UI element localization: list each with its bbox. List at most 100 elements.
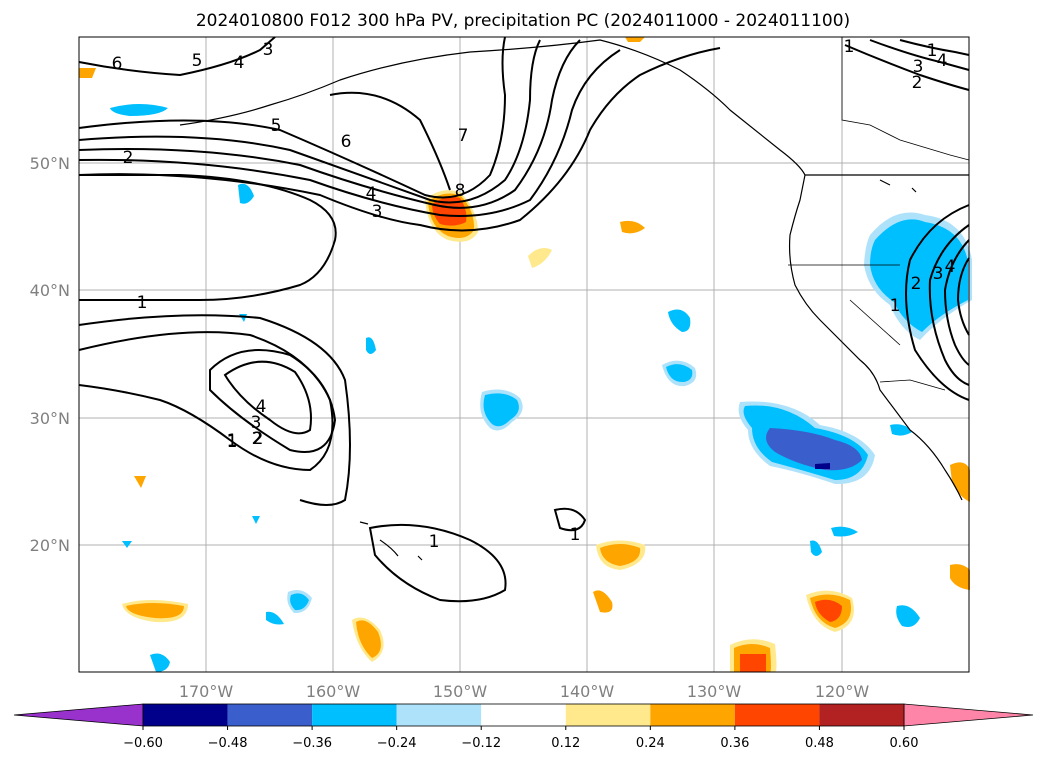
contour-label: 1 xyxy=(844,37,855,57)
contour-2 xyxy=(78,49,621,217)
contour-low-3 xyxy=(209,349,337,453)
colorbar-tick-label: 0.12 xyxy=(551,736,580,751)
inland-lakes xyxy=(879,179,917,193)
map-background xyxy=(79,37,969,672)
contour-label: 1 xyxy=(570,525,581,545)
contour-low-outer-1 xyxy=(78,314,351,506)
colorbar-tick-label: 0.48 xyxy=(805,736,834,751)
colorbar-tick-label: −0.60 xyxy=(123,736,163,751)
contour-1-ridge xyxy=(78,47,721,232)
contour-label: 2 xyxy=(912,73,923,93)
colorbar-frame xyxy=(142,703,905,727)
colorbar: −0.60 −0.48 −0.36 −0.24 −0.12 0.12 0.24 0.36 0.4… xyxy=(13,703,1034,751)
negative-precip-blobs xyxy=(110,104,972,672)
contour-1-small xyxy=(553,507,587,532)
lat-tick-label: 30°N xyxy=(30,409,70,428)
colorbar-segment xyxy=(565,704,651,726)
contour-label: 6 xyxy=(112,54,123,74)
colorbar-extend-low xyxy=(13,703,144,727)
contour-label: 4 xyxy=(366,184,377,204)
colorbar-tick-label: −0.48 xyxy=(208,736,248,751)
contour-low-4 xyxy=(223,360,312,435)
colorbar-tick-label: −0.36 xyxy=(292,736,332,751)
coastlines xyxy=(179,37,970,561)
contour-1-subtropics xyxy=(368,523,507,603)
colorbar-tick-label: 0.24 xyxy=(636,736,665,751)
contour-labels: 6 5 4 3 2 1 5 6 7 8 4 3 2 1 1 4 3 2 1 1 … xyxy=(112,37,956,552)
lon-tick-label: 150°W xyxy=(433,682,488,701)
colorbar-segment xyxy=(312,704,397,726)
lon-tick-label: 120°W xyxy=(815,682,870,701)
contour-label: 3 xyxy=(263,40,274,60)
contour-label: 3 xyxy=(372,202,383,222)
contour-6-trough xyxy=(329,91,451,191)
hawaii-islands xyxy=(359,521,423,561)
contour-low-2 xyxy=(78,331,334,472)
contour-east-1 xyxy=(905,204,970,401)
contour-east-2 xyxy=(928,224,970,386)
latitude-tick-labels: 50°N 40°N 30°N 20°N xyxy=(30,154,70,555)
north-america-coastline xyxy=(179,39,963,501)
contour-label: 4 xyxy=(945,257,956,277)
lat-tick-label: 20°N xyxy=(30,536,70,555)
pv-contours xyxy=(78,36,970,603)
lon-tick-label: 130°W xyxy=(687,682,742,701)
state-border-ca-nv xyxy=(849,299,901,346)
lat-tick-label: 50°N xyxy=(30,154,70,173)
contour-4 xyxy=(78,39,541,204)
contour-5 xyxy=(78,36,507,199)
contour-label: 5 xyxy=(271,116,282,136)
contour-label: 1 xyxy=(227,432,238,452)
contour-label: 3 xyxy=(251,413,262,433)
contour-east-3 xyxy=(943,239,970,366)
colorbar-segment xyxy=(227,704,313,726)
colorbar-segment xyxy=(650,704,735,726)
contour-label: 2 xyxy=(252,429,263,449)
colorbar-tick-label: −0.12 xyxy=(461,736,501,751)
contour-ne-3 xyxy=(899,39,970,56)
contour-label: 1 xyxy=(227,431,238,451)
lon-tick-label: 170°W xyxy=(179,682,234,701)
contour-3 xyxy=(78,39,581,209)
figure-title: 2024010800 F012 300 hPa PV, precipitatio… xyxy=(196,11,850,31)
contour-label: 2 xyxy=(911,274,922,294)
contour-label: 5 xyxy=(192,51,203,71)
contour-label: 2 xyxy=(253,429,264,449)
lon-tick-label: 140°W xyxy=(560,682,615,701)
colorbar-segment xyxy=(396,704,482,726)
contour-east-4 xyxy=(956,257,970,336)
contour-label: 1 xyxy=(429,532,440,552)
longitude-tick-labels: 170°W 160°W 150°W 140°W 130°W 120°W xyxy=(179,682,870,701)
contour-label: 1 xyxy=(927,41,938,61)
colorbar-segment xyxy=(143,704,228,726)
colorbar-segment xyxy=(481,704,566,726)
colorbar-tick-label: 0.60 xyxy=(890,736,919,751)
colorbar-tick-label: 0.36 xyxy=(720,736,749,751)
colorbar-extend-high xyxy=(903,703,1034,727)
colorbar-segment xyxy=(734,704,820,726)
colorbar-segment xyxy=(819,704,904,726)
contour-label: 4 xyxy=(256,397,267,417)
alaska-canada-border xyxy=(841,37,970,161)
us-mexico-border xyxy=(879,379,946,391)
contour-label: 8 xyxy=(455,181,466,201)
contour-label: 1 xyxy=(137,293,148,313)
contour-label: 6 xyxy=(341,132,352,152)
contour-label: 2 xyxy=(123,148,134,168)
lat-tick-label: 40°N xyxy=(30,281,70,300)
graticule xyxy=(79,37,969,672)
map-frame xyxy=(78,36,970,673)
contour-label: 1 xyxy=(890,296,901,316)
contour-ne-2 xyxy=(869,39,970,71)
contour-label: 4 xyxy=(234,53,245,73)
lon-tick-label: 160°W xyxy=(306,682,361,701)
contour-label: 7 xyxy=(458,126,469,146)
contour-ne-1 xyxy=(844,44,970,91)
contour-label: 3 xyxy=(913,57,924,77)
colorbar-tick-label: −0.24 xyxy=(377,736,417,751)
contour-label: 3 xyxy=(933,264,944,284)
map-plot-area: 6 5 4 3 2 1 5 6 7 8 4 3 2 1 1 4 3 2 1 1 … xyxy=(78,36,972,673)
contour-6-northwest xyxy=(78,36,276,77)
contour-label: 4 xyxy=(937,51,948,71)
